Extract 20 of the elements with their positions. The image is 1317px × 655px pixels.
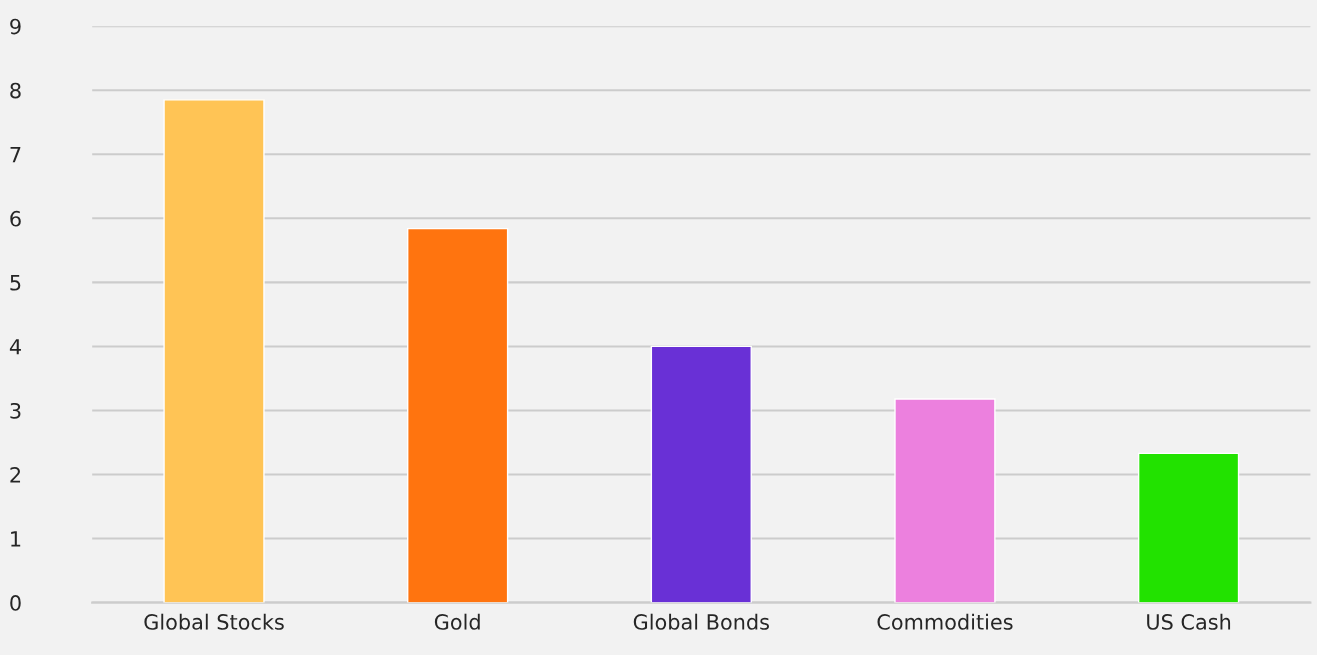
bar xyxy=(163,99,265,603)
y-tick-label: 9 xyxy=(10,18,21,35)
bar xyxy=(1137,452,1240,603)
bar xyxy=(894,398,996,603)
x-tick-label: US Cash xyxy=(1147,613,1231,630)
bar xyxy=(650,345,752,603)
x-tick-label: Gold xyxy=(434,613,480,630)
y-tick-label: 7 xyxy=(10,147,21,163)
y-tick-label: 5 xyxy=(10,275,21,291)
x-tick-label: Global Bonds xyxy=(633,613,769,630)
y-tick-label: 3 xyxy=(10,402,21,419)
y-tick-label: 6 xyxy=(10,210,21,227)
y-tick-label: 8 xyxy=(10,82,21,99)
x-tick-label: Global Stocks xyxy=(144,613,284,630)
x-tick-label: Commodities xyxy=(877,613,1013,630)
y-tick-label: 4 xyxy=(9,339,21,355)
bar xyxy=(407,227,509,603)
y-tick-label: 1 xyxy=(11,531,21,547)
y-tick-label: 0 xyxy=(10,595,21,611)
y-tick-label: 2 xyxy=(10,466,21,483)
